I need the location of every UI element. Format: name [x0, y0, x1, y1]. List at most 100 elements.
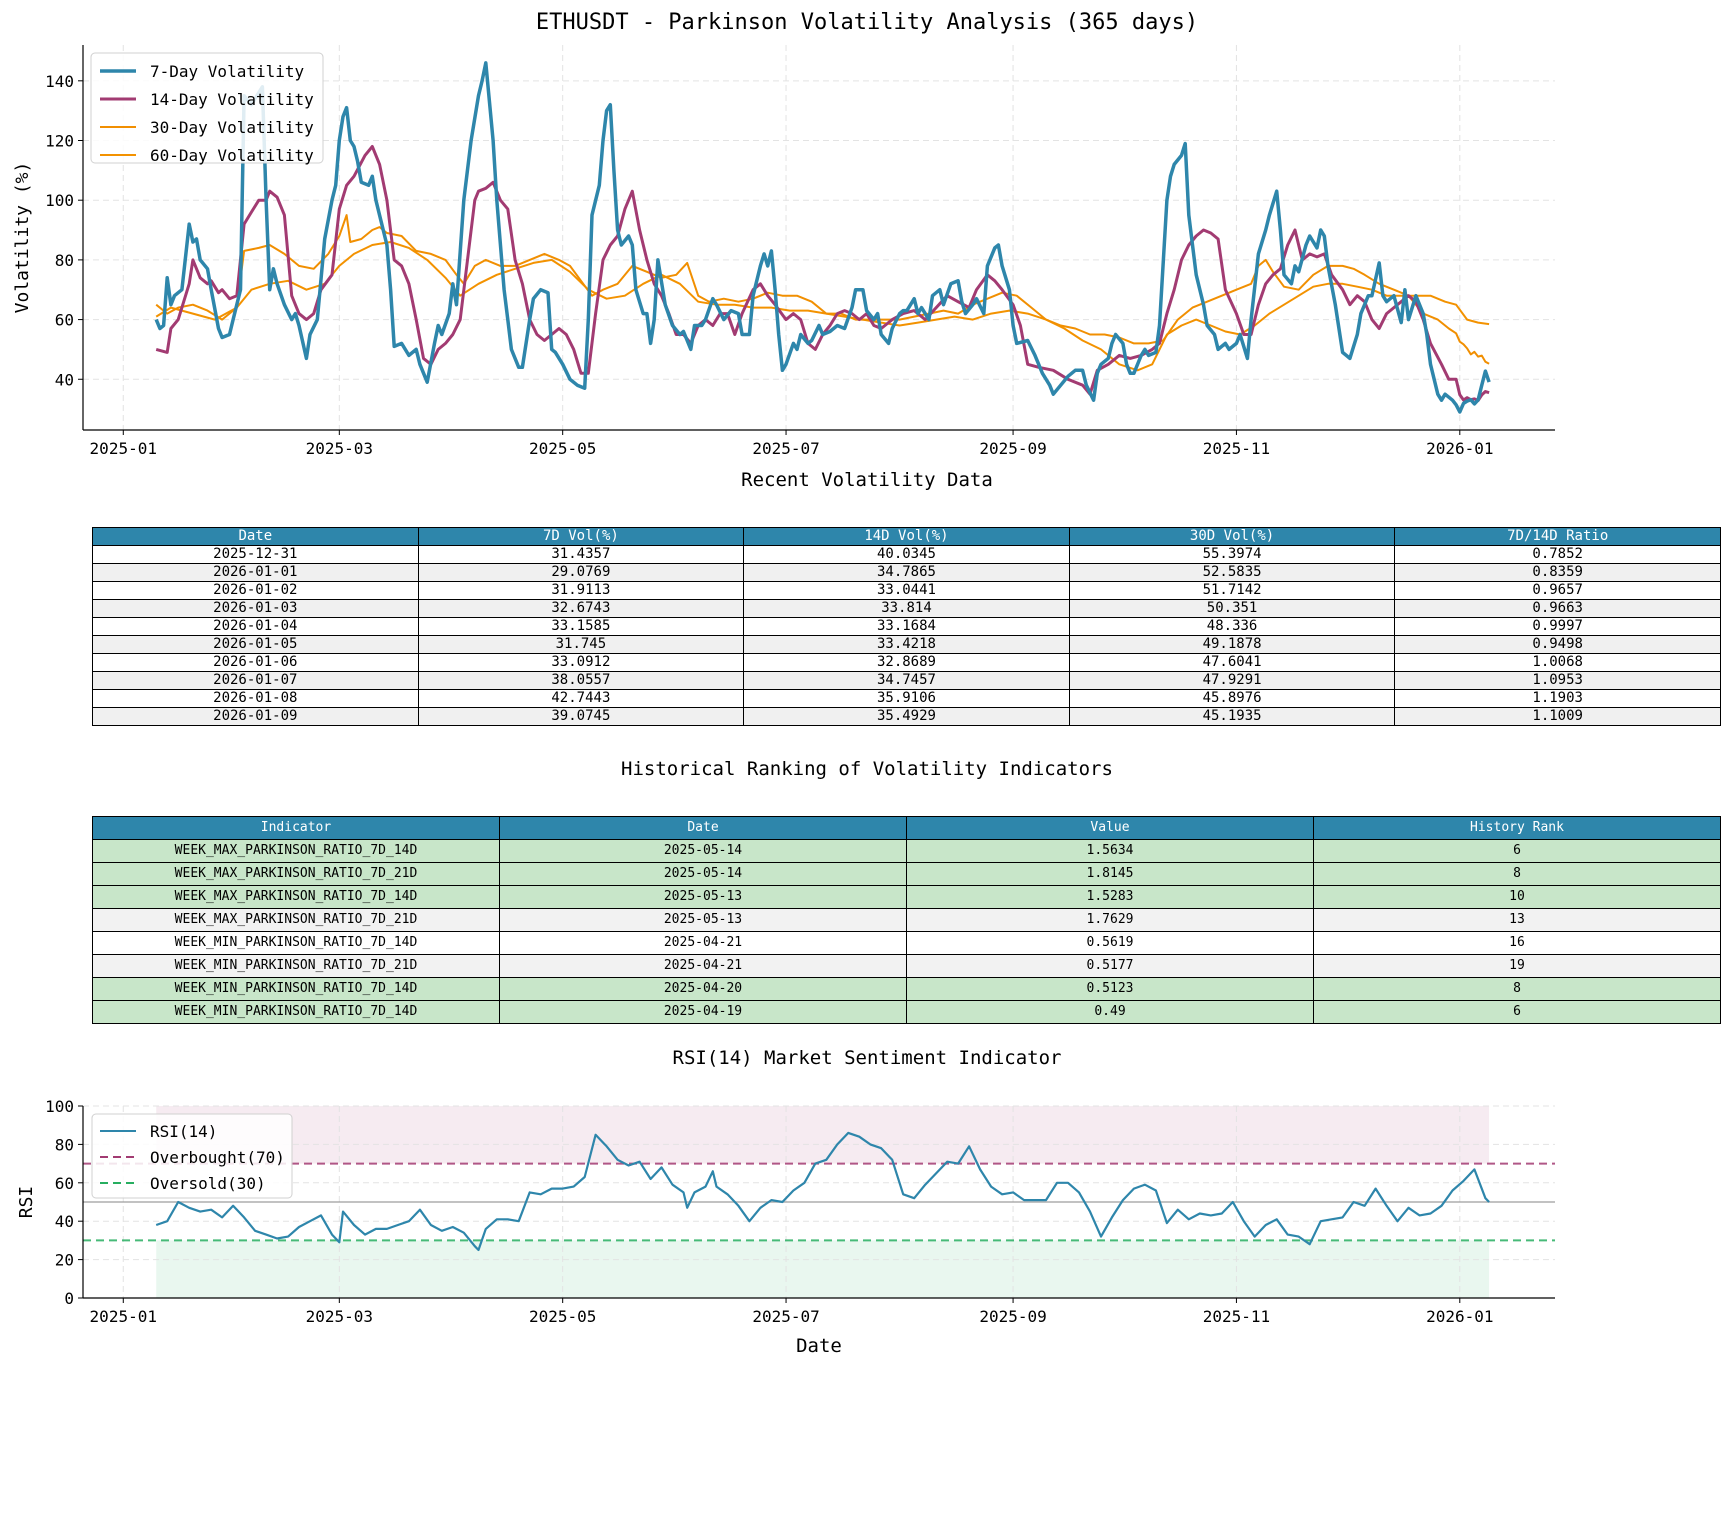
table-cell: 2025-04-19 — [499, 1000, 907, 1024]
x-tick-label: 2025-01 — [90, 1307, 157, 1326]
table-cell: WEEK_MIN_PARKINSON_RATIO_7D_14D — [92, 931, 500, 955]
x-tick-label: 2025-07 — [752, 1307, 819, 1326]
table-row: WEEK_MAX_PARKINSON_RATIO_7D_21D 2025-05-1… — [92, 908, 1721, 932]
rsi-chart-title: RSI(14) Market Sentiment Indicator — [672, 1047, 1062, 1069]
table-cell: 2025-04-21 — [499, 931, 907, 955]
table-cell: 0.49 — [906, 1000, 1314, 1024]
x-tick-label: 2025-11 — [1203, 1307, 1270, 1326]
recent-table-title: Recent Volatility Data — [741, 469, 993, 491]
column-header: 7D/14D Ratio — [1394, 527, 1721, 546]
table-cell: 8 — [1313, 977, 1721, 1001]
y-tick-label: 80 — [55, 251, 74, 270]
column-header: Indicator — [92, 816, 500, 840]
table-cell: 39.0745 — [417, 707, 745, 726]
y-tick-label: 100 — [45, 1097, 74, 1116]
y-tick-label: 60 — [55, 311, 74, 330]
table-cell: 2026-01-07 — [92, 671, 419, 690]
table-cell: 2025-05-13 — [499, 908, 907, 932]
table-cell: WEEK_MIN_PARKINSON_RATIO_7D_14D — [92, 977, 500, 1001]
table-cell: 47.9291 — [1068, 671, 1396, 690]
x-tick-label: 2025-05 — [529, 1307, 596, 1326]
rsi-line — [155, 1131, 1490, 1252]
table-cell: 13 — [1313, 908, 1721, 932]
table-row: WEEK_MAX_PARKINSON_RATIO_7D_14D 2025-05-1… — [92, 885, 1721, 909]
table-cell: 40.0345 — [743, 545, 1070, 564]
x-axis-label: Date — [796, 1335, 842, 1357]
table-cell: 1.1903 — [1394, 689, 1721, 708]
table-cell: 45.1935 — [1068, 707, 1396, 726]
table-cell: 2026-01-02 — [92, 581, 419, 600]
table-cell: 35.4929 — [743, 707, 1070, 726]
table-row: 2026-01-08 42.7443 35.9106 45.8976 1.1903 — [92, 689, 1721, 708]
column-header: Date — [92, 527, 419, 546]
table-cell: 6 — [1313, 839, 1721, 863]
table-header-row: Indicator Date Value History Rank — [92, 816, 1721, 840]
table-cell: 1.5283 — [906, 885, 1314, 909]
table-cell: 2025-12-31 — [92, 545, 419, 564]
legend-label: 60-Day Volatility — [150, 146, 314, 165]
table-cell: 2026-01-04 — [92, 617, 419, 636]
table-cell: 0.5177 — [906, 954, 1314, 978]
table-cell: 2025-05-14 — [499, 839, 907, 863]
table-cell: 38.0557 — [417, 671, 745, 690]
y-tick-label: 120 — [45, 132, 74, 151]
table-cell: 10 — [1313, 885, 1721, 909]
rsi-legend: RSI(14) Overbought(70) Oversold(30) — [91, 1113, 293, 1199]
table-cell: 2026-01-09 — [92, 707, 419, 726]
table-cell: 19 — [1313, 954, 1721, 978]
legend-label: 7-Day Volatility — [150, 62, 304, 81]
table-cell: 2026-01-03 — [92, 599, 419, 618]
table-cell: 2025-04-20 — [499, 977, 907, 1001]
table-cell: 0.9663 — [1394, 599, 1721, 618]
y-tick-label: 40 — [55, 1212, 74, 1231]
table-cell: 0.9498 — [1394, 635, 1721, 654]
table-cell: 0.8359 — [1394, 563, 1721, 582]
legend-label: Oversold(30) — [150, 1174, 266, 1193]
x-tick-label: 2025-09 — [979, 439, 1046, 458]
table-cell: 2025-04-21 — [499, 954, 907, 978]
table-cell: 35.9106 — [743, 689, 1070, 708]
table-cell: 1.5634 — [906, 839, 1314, 863]
table-cell: 33.4218 — [743, 635, 1070, 654]
table-row: 2026-01-09 39.0745 35.4929 45.1935 1.1009 — [92, 707, 1721, 726]
table-cell: WEEK_MIN_PARKINSON_RATIO_7D_21D — [92, 954, 500, 978]
legend-box — [91, 1113, 293, 1199]
table-cell: 33.0441 — [743, 581, 1070, 600]
table-row: 2026-01-03 32.6743 33.814 50.351 0.9663 — [92, 599, 1721, 618]
table-cell: 29.0769 — [417, 563, 745, 582]
y-tick-label: 0 — [64, 1289, 74, 1308]
y-tick-label: 40 — [55, 370, 74, 389]
table-cell: 47.6041 — [1068, 653, 1396, 672]
column-header: Date — [499, 816, 907, 840]
table-cell: 33.1684 — [743, 617, 1070, 636]
table-row: WEEK_MIN_PARKINSON_RATIO_7D_14D 2025-04-2… — [92, 977, 1721, 1001]
x-tick-label: 2025-03 — [306, 439, 373, 458]
y-axis-label: Volatility (%) — [12, 162, 33, 314]
series-line-60-day-volatility — [155, 241, 1490, 372]
overbought-zone — [156, 1106, 1490, 1164]
table-cell: WEEK_MIN_PARKINSON_RATIO_7D_14D — [92, 1000, 500, 1024]
table-cell: 1.8145 — [906, 862, 1314, 886]
y-tick-label: 100 — [45, 191, 74, 210]
column-header: 30D Vol(%) — [1068, 527, 1396, 546]
table-row: 2026-01-06 33.0912 32.8689 47.6041 1.0068 — [92, 653, 1721, 672]
x-tick-label: 2025-05 — [529, 439, 596, 458]
ranking-table-title: Historical Ranking of Volatility Indicat… — [621, 758, 1113, 780]
table-cell: 0.5123 — [906, 977, 1314, 1001]
table-cell: 52.5835 — [1068, 563, 1396, 582]
table-row: WEEK_MAX_PARKINSON_RATIO_7D_14D 2025-05-1… — [92, 839, 1721, 863]
table-cell: 2026-01-06 — [92, 653, 419, 672]
column-header: Value — [906, 816, 1314, 840]
legend-label: 14-Day Volatility — [150, 90, 314, 109]
table-cell: 33.1585 — [417, 617, 745, 636]
y-tick-label: 60 — [55, 1174, 74, 1193]
x-tick-label: 2026-01 — [1426, 1307, 1493, 1326]
oversold-zone — [156, 1240, 1490, 1298]
table-row: 2026-01-07 38.0557 34.7457 47.9291 1.0953 — [92, 671, 1721, 690]
column-header: History Rank — [1313, 816, 1721, 840]
recent-volatility-table: Date 7D Vol(%) 14D Vol(%) 30D Vol(%) 7D/14D … — [92, 527, 1721, 726]
table-cell: 2025-05-14 — [499, 862, 907, 886]
table-cell: 55.3974 — [1068, 545, 1396, 564]
table-row: WEEK_MIN_PARKINSON_RATIO_7D_14D 2025-04-2… — [92, 931, 1721, 955]
